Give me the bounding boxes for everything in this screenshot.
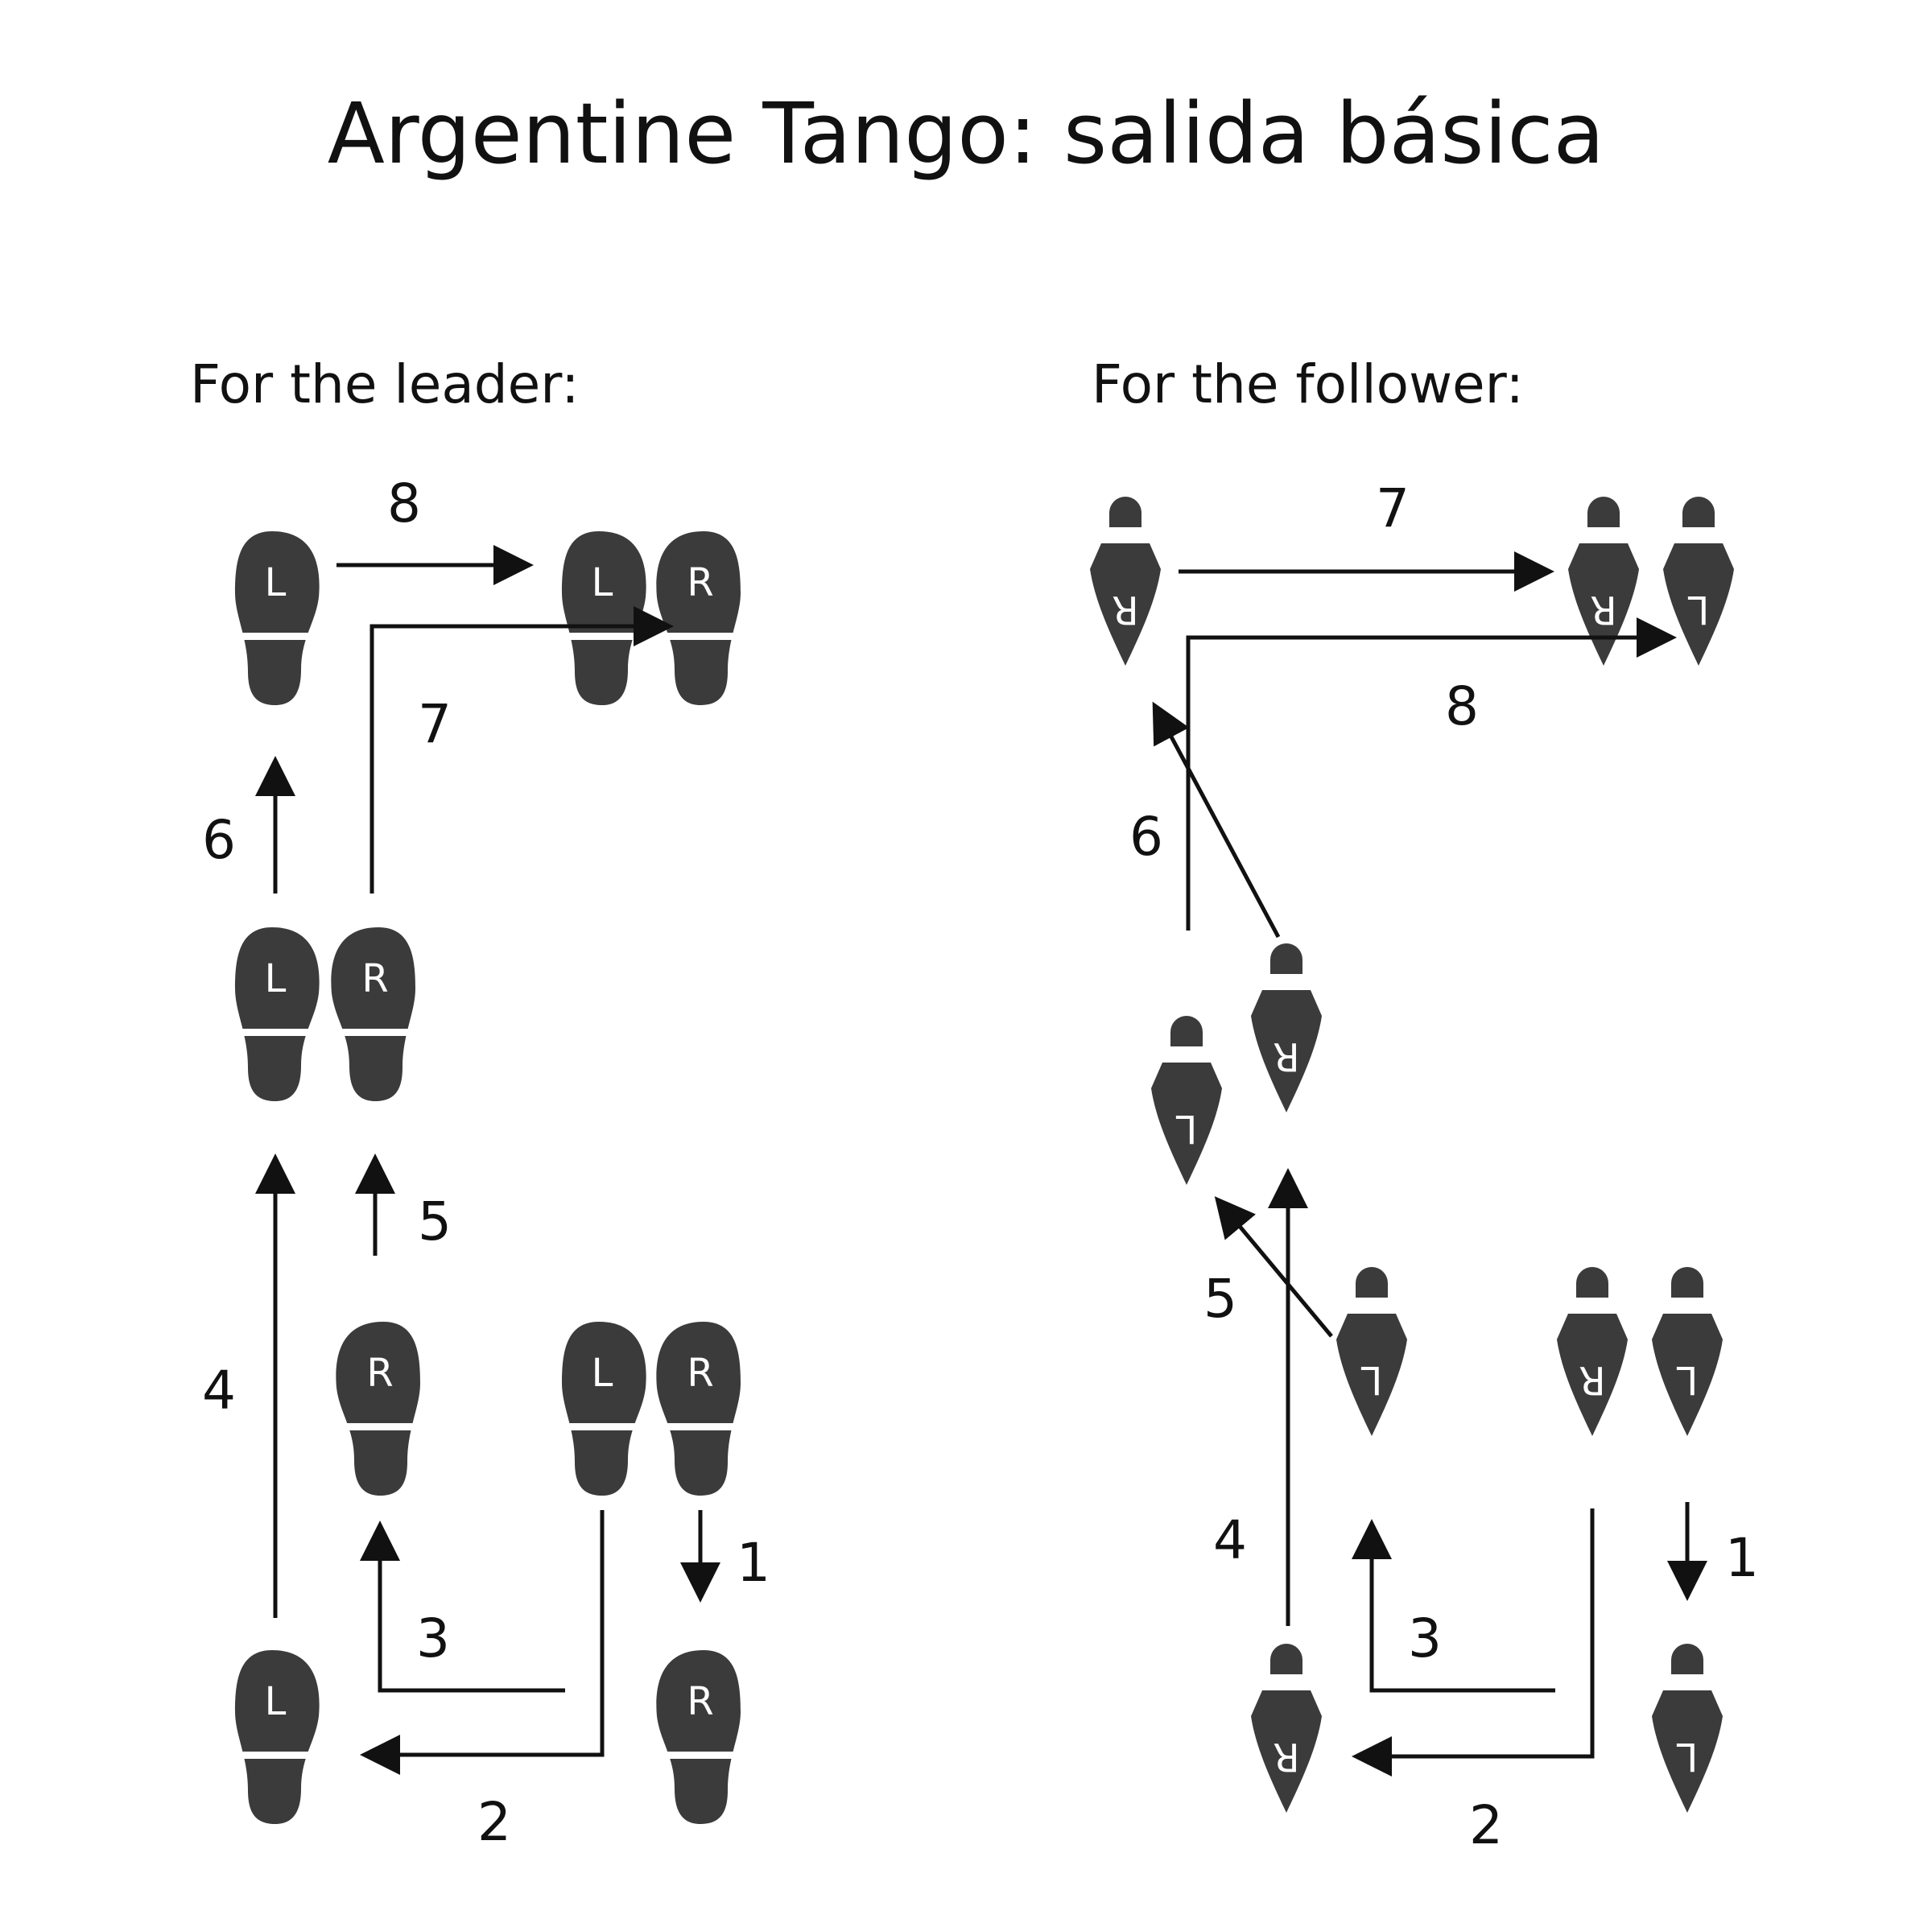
follower-shoe-r-mid: R: [1251, 943, 1322, 1112]
follower-arrow-step3: [1352, 1519, 1555, 1693]
leader-shoe-r-step3: R: [336, 1322, 420, 1496]
svg-text:L: L: [265, 1679, 287, 1724]
leader-shoe-l-mid: L: [235, 927, 320, 1101]
follower-shoe-l-step1: L: [1652, 1644, 1723, 1813]
svg-text:R: R: [687, 1679, 713, 1724]
leader-shoe-r-mid: R: [331, 927, 415, 1101]
follower-step-number-3: 3: [1408, 1607, 1442, 1669]
leader-step-number-7: 7: [418, 693, 452, 755]
leader-arrow-step7: [369, 606, 674, 893]
leader-step-number-5: 5: [418, 1191, 452, 1253]
follower-shoe-l-step3: L: [1336, 1267, 1407, 1436]
svg-text:R: R: [1590, 587, 1616, 632]
follower-arrow-step5: [1214, 1196, 1333, 1338]
leader-shoe-r-step1: R: [656, 1650, 741, 1824]
svg-text:L: L: [1687, 587, 1709, 632]
follower-step-number-4: 4: [1213, 1509, 1247, 1571]
follower-shoe-r-start: R: [1557, 1267, 1628, 1436]
follower-shoe-l-start: L: [1652, 1267, 1723, 1436]
leader-shoe-l-step2: L: [235, 1650, 320, 1824]
svg-text:R: R: [366, 1351, 393, 1396]
leader-shoe-l-start: L: [562, 1322, 646, 1496]
svg-text:R: R: [687, 560, 713, 605]
svg-text:R: R: [1579, 1357, 1605, 1402]
leader-step-number-4: 4: [202, 1360, 236, 1422]
follower-arrow-step2: [1352, 1508, 1595, 1777]
leader-step-number-2: 2: [477, 1791, 511, 1853]
svg-text:L: L: [265, 560, 287, 605]
svg-text:L: L: [1360, 1357, 1382, 1402]
leader-arrow-step3: [360, 1521, 565, 1693]
follower-step-number-6: 6: [1129, 806, 1163, 868]
follower-step-number-8: 8: [1445, 675, 1479, 737]
svg-text:R: R: [687, 1351, 713, 1396]
leader-step-number-8: 8: [387, 473, 421, 534]
svg-text:L: L: [1676, 1734, 1698, 1779]
svg-text:L: L: [1175, 1106, 1197, 1151]
svg-text:R: R: [1273, 1734, 1299, 1779]
page-title: Argentine Tango: salida básica: [328, 85, 1605, 183]
leader-step-number-6: 6: [202, 809, 236, 871]
follower-shoe-l-top-end: L: [1663, 497, 1734, 666]
follower-step-number-1: 1: [1725, 1527, 1759, 1589]
leader-shoe-l-top-end: L: [562, 531, 646, 705]
follower-shoe-r-top: R: [1090, 497, 1161, 666]
follower-panel: For the follower: R R L L R L R L R L 1 …: [1090, 353, 1759, 1856]
follower-arrow-step6: [1152, 701, 1281, 939]
leader-shoe-r-top-end: R: [656, 531, 741, 705]
leader-panel: For the leader: L L R L R R L R L R 1 2 …: [190, 353, 770, 1853]
svg-text:L: L: [592, 560, 613, 605]
follower-heading: For the follower:: [1092, 353, 1524, 415]
svg-text:R: R: [1273, 1034, 1299, 1079]
svg-text:R: R: [361, 956, 388, 1001]
leader-heading: For the leader:: [190, 353, 580, 415]
svg-text:L: L: [265, 956, 287, 1001]
follower-step-number-7: 7: [1376, 477, 1410, 539]
follower-shoe-r-step2: R: [1251, 1644, 1322, 1813]
svg-text:R: R: [1112, 587, 1138, 632]
leader-shoe-l-top: L: [235, 531, 320, 705]
follower-shoe-r-top-end: R: [1568, 497, 1639, 666]
leader-step-number-3: 3: [416, 1607, 450, 1669]
follower-shoe-l-mid: L: [1151, 1016, 1222, 1185]
leader-arrow-step2: [360, 1510, 605, 1775]
svg-text:L: L: [592, 1351, 613, 1396]
leader-step-number-1: 1: [737, 1532, 770, 1594]
follower-step-number-2: 2: [1469, 1794, 1503, 1856]
follower-arrow-step8: [1186, 617, 1677, 931]
svg-text:L: L: [1676, 1357, 1698, 1402]
follower-step-number-5: 5: [1203, 1268, 1237, 1330]
leader-shoe-r-start: R: [656, 1322, 741, 1496]
